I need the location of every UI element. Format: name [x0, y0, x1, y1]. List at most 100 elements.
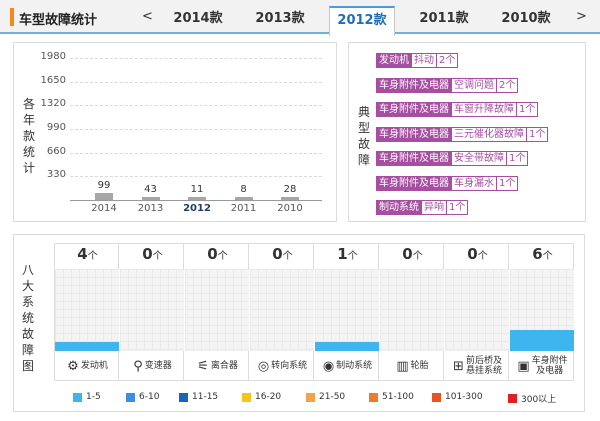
- brake-disc-icon: ◉: [322, 358, 335, 374]
- tab-2010[interactable]: 2010款: [501, 11, 551, 26]
- system-level-bar: [55, 342, 119, 351]
- fault-item[interactable]: 制动系统 异响 1个: [376, 200, 469, 215]
- system-label-2[interactable]: ⚟ 离合器: [185, 353, 250, 379]
- bar-value-label: 8: [240, 184, 247, 195]
- system-count: 0个: [467, 245, 488, 263]
- fault-count-tag: 2个: [497, 77, 519, 93]
- gridline: [70, 58, 322, 59]
- vertical-label-char: 八: [21, 263, 34, 277]
- legend-swatch: [73, 392, 82, 402]
- steering-wheel-icon: ◎: [257, 358, 270, 374]
- system-name: 前后桥及 悬挂系统: [465, 356, 502, 376]
- fault-item[interactable]: 车身附件及电器 车窗升降故障 1个: [376, 102, 539, 117]
- count-unit: 个: [282, 251, 293, 262]
- y-tick-label: 660: [46, 145, 66, 157]
- legend-swatch: [179, 392, 188, 402]
- system-label-7[interactable]: ▣ 车身附件 及电器: [510, 353, 575, 379]
- system-name: 离合器: [210, 361, 238, 371]
- gridline: [70, 129, 322, 130]
- legend-label: 51-100: [382, 392, 414, 402]
- page-title: 车型故障统计: [19, 13, 98, 28]
- fault-system-tag: 车身附件及电器: [376, 175, 452, 191]
- count-unit: 个: [542, 251, 553, 262]
- vertical-label-char: 款: [22, 129, 35, 143]
- count-unit: 个: [217, 251, 228, 262]
- prev-arrow-icon[interactable]: <: [142, 9, 153, 24]
- x-tick-label: 2012: [183, 203, 211, 214]
- y-tick-label: 1980: [40, 51, 66, 62]
- count-unit: 个: [87, 251, 98, 262]
- system-fill-area: [315, 269, 379, 351]
- fault-count-tag: 1个: [447, 200, 469, 215]
- vertical-label-char: 故: [21, 327, 34, 341]
- vertical-label-char: 年: [22, 113, 35, 127]
- fault-count-tag: 1个: [517, 102, 539, 117]
- x-tick-label: 2014: [91, 203, 117, 214]
- legend-label: 11-15: [192, 392, 219, 402]
- bar-value-label: 43: [144, 183, 157, 195]
- vertical-label-char: 大: [21, 279, 34, 293]
- fault-item[interactable]: 发动机 抖动 2个: [376, 53, 459, 68]
- legend-label: 300以上: [521, 395, 557, 405]
- x-tick-label: 2013: [137, 203, 164, 214]
- fault-item[interactable]: 车身附件及电器 空调问题 2个: [376, 77, 519, 93]
- count-unit: 个: [152, 251, 163, 262]
- title-accent: [10, 8, 14, 26]
- y-tick-label: 990: [46, 122, 66, 133]
- x-tick-label: 2010: [277, 203, 303, 214]
- vertical-label-char: 统: [21, 311, 34, 325]
- legend-item: 101-300: [432, 392, 483, 402]
- tab-2013[interactable]: 2013款: [255, 11, 305, 26]
- system-count: 0个: [207, 245, 228, 263]
- vertical-label-char: 计: [22, 161, 35, 175]
- system-fill-area: [250, 269, 314, 351]
- system-count: 1个: [337, 245, 358, 263]
- legend-label: 1-5: [86, 392, 101, 402]
- system-fill-area: [185, 269, 249, 351]
- system-name: 变速器: [144, 361, 172, 371]
- vertical-label-char: 系: [21, 295, 34, 309]
- car-body-icon: ▣: [517, 358, 530, 374]
- legend-swatch: [369, 392, 378, 402]
- system-name: 轮胎: [410, 361, 429, 371]
- engine-icon: ⚙: [67, 358, 79, 374]
- system-label-1[interactable]: ⚲ 变速器: [120, 353, 185, 379]
- count-unit: 个: [477, 251, 488, 262]
- fault-count-tag: 1个: [527, 126, 549, 142]
- legend-swatch: [126, 392, 135, 402]
- system-label-6[interactable]: ⊞ 前后桥及 悬挂系统: [445, 353, 510, 379]
- fault-name-tag: 安全带故障: [452, 151, 507, 166]
- legend-swatch: [432, 392, 441, 402]
- system-count: 0个: [142, 245, 163, 263]
- system-fill-area: [120, 269, 184, 351]
- legend-item: 11-15: [179, 392, 218, 402]
- system-label-3[interactable]: ◎ 转向系统: [250, 353, 315, 379]
- vertical-label-char: 障: [357, 153, 370, 167]
- legend-item: 6-10: [126, 392, 159, 402]
- y-tick-label: 1650: [40, 74, 66, 86]
- legend-label: 21-50: [319, 392, 346, 402]
- system-count: 0个: [402, 245, 423, 263]
- tab-2011[interactable]: 2011款: [419, 11, 469, 26]
- y-tick-label: 330: [46, 169, 66, 181]
- system-label-4[interactable]: ◉ 制动系统: [315, 353, 380, 379]
- bar-value-label: 99: [97, 179, 111, 191]
- fault-item[interactable]: 车身附件及电器 安全带故障 1个: [376, 151, 529, 166]
- fault-name-tag: 三元催化器故障: [452, 126, 527, 142]
- system-level-bar: [315, 342, 379, 351]
- fault-item[interactable]: 车身附件及电器 车身漏水 1个: [376, 175, 519, 191]
- tab-2012[interactable]: 2012款: [329, 6, 395, 36]
- system-fill-area: [55, 269, 119, 351]
- legend-item: 51-100: [369, 392, 414, 402]
- system-name: 制动系统: [336, 361, 373, 371]
- system-label-5[interactable]: ▥ 轮胎: [380, 353, 445, 379]
- fault-count-tag: 1个: [497, 175, 519, 191]
- clutch-icon: ⚟: [197, 358, 209, 374]
- tab-2014[interactable]: 2014款: [173, 11, 223, 26]
- system-label-0[interactable]: ⚙ 发动机: [55, 353, 120, 379]
- header-bar: 车型故障统计 < 2014款 2013款 2012款 2011款 2010款 >: [0, 0, 600, 36]
- legend-swatch: [306, 392, 315, 402]
- fault-item[interactable]: 车身附件及电器 三元催化器故障 1个: [376, 126, 549, 142]
- next-arrow-icon[interactable]: >: [576, 9, 587, 24]
- count-unit: 个: [347, 251, 358, 262]
